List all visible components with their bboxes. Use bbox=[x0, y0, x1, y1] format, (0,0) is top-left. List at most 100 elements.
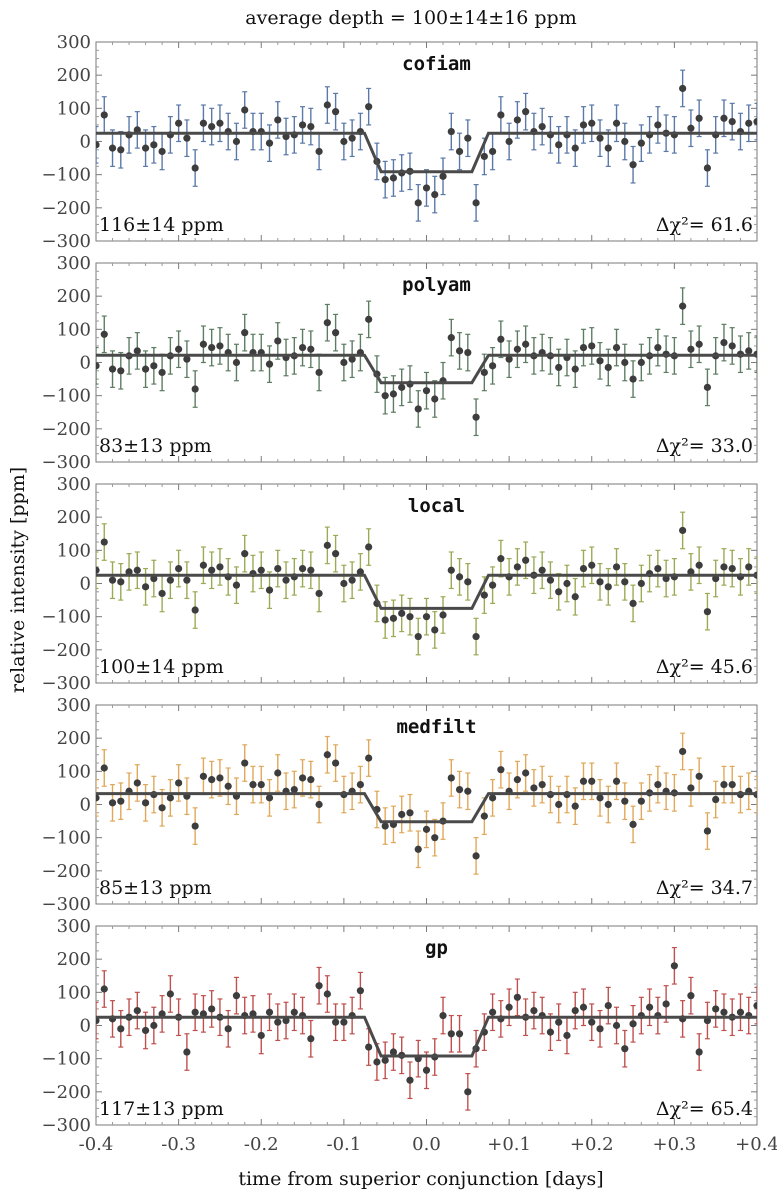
x-tick-label: -0.2 bbox=[244, 1134, 279, 1155]
data-point bbox=[447, 774, 455, 782]
data-point bbox=[117, 1025, 125, 1033]
data-point bbox=[604, 800, 612, 809]
y-tick-label: 300 bbox=[57, 695, 91, 716]
data-point bbox=[125, 568, 133, 576]
depth-label: 117±13 ppm bbox=[99, 1098, 224, 1120]
data-point bbox=[745, 347, 753, 355]
data-point bbox=[290, 785, 298, 794]
data-point bbox=[100, 985, 108, 993]
data-point bbox=[340, 579, 348, 588]
y-tick-label: −300 bbox=[42, 673, 91, 694]
data-point bbox=[158, 368, 166, 377]
panel-title: gp bbox=[425, 937, 448, 959]
data-point bbox=[472, 632, 480, 641]
data-point bbox=[670, 962, 678, 970]
data-point bbox=[381, 176, 389, 184]
y-axis-label: relative intensity [ppm] bbox=[7, 467, 29, 693]
data-point bbox=[588, 561, 596, 569]
data-point bbox=[96, 141, 100, 149]
panel-cofiam: 300 200 100 0 −100 −200 −300 cofiam 116±14 ppm Δχ… bbox=[42, 32, 758, 252]
data-point bbox=[96, 794, 100, 802]
panel-gp: 300 200 100 0 −100 −200 −300 gp 117±13 ppm Δχ²= 6… bbox=[42, 916, 777, 1155]
data-point bbox=[422, 184, 431, 192]
data-point bbox=[612, 1021, 621, 1030]
data-point bbox=[133, 566, 141, 574]
data-point bbox=[480, 591, 488, 599]
data-point bbox=[199, 1010, 208, 1018]
data-point bbox=[381, 822, 389, 830]
data-point bbox=[265, 139, 274, 147]
data-point bbox=[571, 1006, 579, 1015]
data-point bbox=[621, 797, 629, 805]
data-point bbox=[100, 111, 108, 119]
data-point bbox=[637, 139, 645, 147]
data-point bbox=[199, 561, 208, 569]
data-point bbox=[555, 1018, 563, 1026]
x-tick-label: -0.3 bbox=[161, 1134, 196, 1155]
data-point bbox=[431, 190, 439, 199]
data-point bbox=[141, 799, 150, 807]
data-point bbox=[158, 804, 166, 812]
data-point bbox=[596, 794, 604, 802]
data-point bbox=[695, 114, 703, 122]
data-point bbox=[332, 1018, 340, 1026]
data-point bbox=[571, 593, 579, 601]
data-point bbox=[555, 141, 563, 149]
data-point bbox=[191, 1008, 199, 1016]
data-point bbox=[645, 1003, 654, 1011]
y-tick-label: −300 bbox=[42, 1115, 91, 1136]
y-tick-label: −200 bbox=[42, 419, 91, 440]
data-point bbox=[555, 363, 563, 372]
y-tick-label: 100 bbox=[57, 98, 91, 119]
data-point bbox=[621, 1045, 629, 1053]
data-point bbox=[216, 563, 224, 571]
data-point bbox=[265, 794, 274, 802]
data-point bbox=[158, 589, 166, 598]
data-point bbox=[464, 348, 472, 357]
data-point bbox=[108, 144, 117, 152]
data-point bbox=[604, 583, 612, 591]
x-tick-label: 0.0 bbox=[412, 1134, 441, 1155]
data-point bbox=[712, 795, 720, 804]
data-point bbox=[290, 1008, 298, 1016]
chi2-label: Δχ²= 61.6 bbox=[656, 214, 753, 236]
data-point bbox=[439, 1011, 447, 1020]
data-point bbox=[356, 568, 364, 576]
data-point bbox=[158, 147, 166, 156]
data-point bbox=[745, 119, 753, 127]
y-tick-label: −200 bbox=[42, 861, 91, 882]
data-point bbox=[224, 782, 232, 790]
data-point bbox=[298, 564, 307, 573]
data-point bbox=[216, 119, 224, 127]
data-point bbox=[348, 576, 356, 584]
data-point bbox=[579, 1003, 588, 1011]
y-tick-label: 0 bbox=[80, 574, 91, 595]
data-point bbox=[604, 1002, 612, 1010]
data-point bbox=[489, 794, 497, 802]
data-point bbox=[323, 751, 331, 759]
data-point bbox=[513, 993, 521, 1001]
data-point bbox=[687, 124, 695, 132]
data-point bbox=[654, 781, 662, 789]
data-point bbox=[191, 385, 199, 393]
y-tick-label: 300 bbox=[57, 253, 91, 274]
data-point bbox=[141, 365, 150, 373]
data-point bbox=[199, 119, 208, 127]
data-point bbox=[505, 137, 513, 146]
data-point bbox=[637, 797, 645, 805]
data-point bbox=[191, 822, 199, 830]
data-point bbox=[720, 114, 728, 122]
data-point bbox=[232, 581, 241, 589]
data-point bbox=[753, 118, 757, 126]
x-tick-label: -0.4 bbox=[79, 1134, 114, 1155]
data-point bbox=[480, 812, 488, 820]
data-point bbox=[381, 392, 389, 400]
data-point bbox=[629, 599, 637, 608]
data-point bbox=[257, 781, 265, 789]
data-point bbox=[216, 342, 224, 350]
data-point bbox=[489, 581, 497, 589]
data-point bbox=[579, 343, 588, 352]
data-point bbox=[447, 334, 455, 342]
panel-title: cofiam bbox=[402, 53, 471, 75]
data-point bbox=[274, 1018, 282, 1026]
